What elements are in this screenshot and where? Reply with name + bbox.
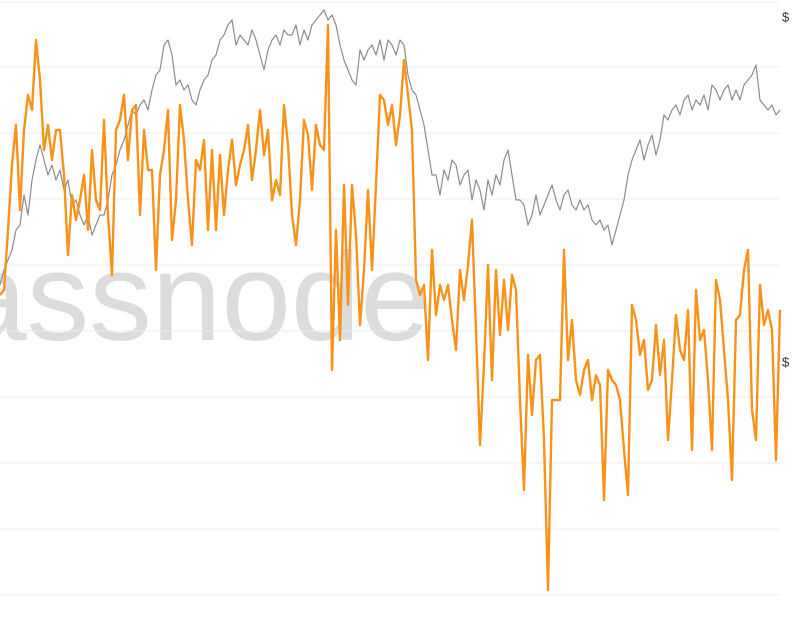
y2-tick-label: $ <box>782 354 790 369</box>
series-line <box>0 9 781 286</box>
series-line <box>0 23 782 592</box>
y2-tick-label: $ <box>782 9 790 24</box>
